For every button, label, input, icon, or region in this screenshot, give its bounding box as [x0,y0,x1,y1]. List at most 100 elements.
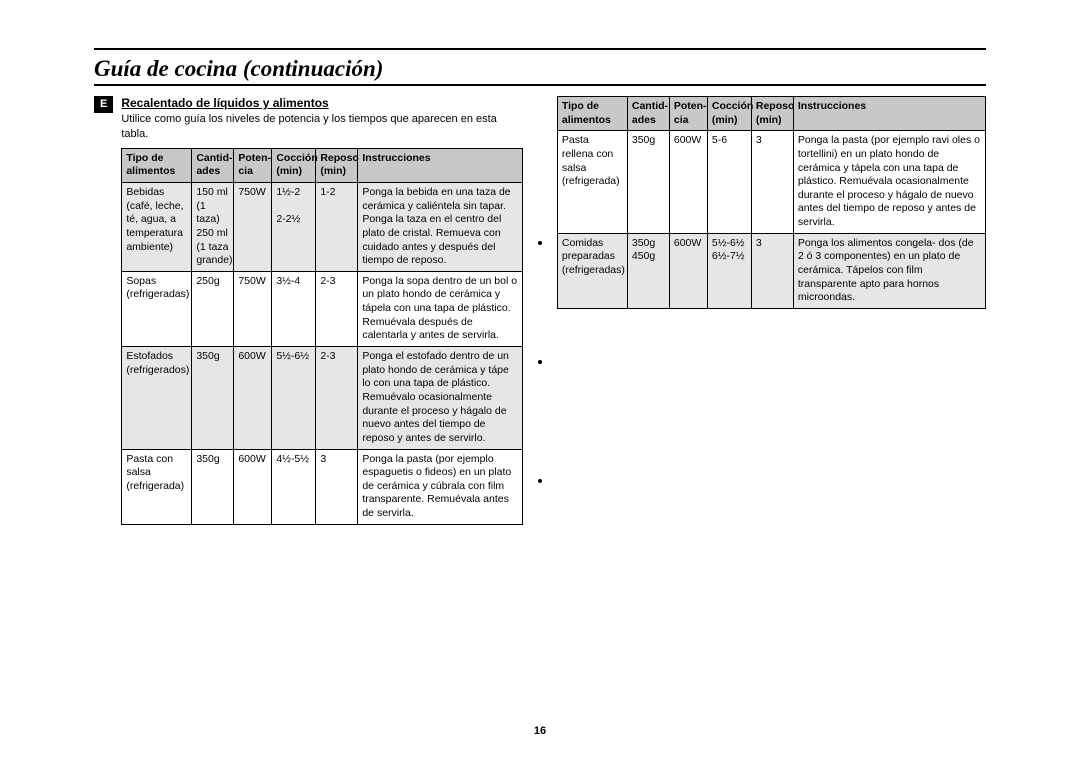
table-head: Tipo dealimentos Cantid-ades Poten-cia C… [122,148,523,182]
cell-text: 1½-2 2-2½ [276,186,300,225]
cell-inst: Ponga la pasta (por ejemplo espaguetis o… [358,449,523,524]
th-reposo: Reposo (min) [751,97,793,131]
cell-coc: 5-6 [707,131,751,233]
th-text: cia [238,165,253,177]
th-text: Cantid- [196,152,232,164]
th-text: Tipo de [126,152,163,164]
cell-coc: 4½-5½ [272,449,316,524]
th-text: Cantid- [632,100,668,112]
cell-rep: 2-3 [316,347,358,449]
th-coccion: Cocción(min) [272,148,316,182]
reheat-table-right: Tipo de alimentos Cantid-ades Poten-cia C… [557,96,986,309]
table-row: Pasta rellena con salsa (refrigerada) 35… [557,131,985,233]
cell-coc: 5½-6½ [272,347,316,449]
title-wrap: Guía de cocina (continuación) [94,56,986,86]
cell-cant: 350g 450g [627,233,669,308]
th-reposo: Reposo(min) [316,148,358,182]
table-head: Tipo de alimentos Cantid-ades Poten-cia C… [557,97,985,131]
cell-pot: 600W [669,233,707,308]
cell-coc: 5½-6½ 6½-7½ [707,233,751,308]
gutter-dots [535,96,545,525]
dot-icon [538,479,542,483]
cell-cant: 350g [627,131,669,233]
table-row: Sopas (refrigeradas) 250g 750W 3½-4 2-3 … [122,271,523,346]
th-text: Instrucciones [362,152,430,164]
th-text: Reposo [756,100,795,112]
th-text: Cocción [712,100,753,112]
cell-tipo: Pasta con salsa (refrigerada) [122,449,192,524]
th-potencia: Poten-cia [234,148,272,182]
th-instrucciones: Instrucciones [358,148,523,182]
two-column-layout: E Recalentado de líquidos y alimentos Ut… [94,96,986,525]
cell-pot: 600W [669,131,707,233]
cell-coc: 3½-4 [272,271,316,346]
cell-cant: 350g [192,347,234,449]
table-row: Estofados (refrigerados) 350g 600W 5½-6½… [122,347,523,449]
cell-rep: 3 [316,449,358,524]
th-text: Reposo [320,152,359,164]
cell-cant: 350g [192,449,234,524]
page-title: Guía de cocina (continuación) [94,56,383,81]
cell-tipo: Pasta rellena con salsa (refrigerada) [557,131,627,233]
cell-pot: 750W [234,182,272,271]
th-potencia: Poten-cia [669,97,707,131]
th-coccion: Cocción (min) [707,97,751,131]
cell-rep: 2-3 [316,271,358,346]
table-row: Comidas preparadas (refrigeradas) 350g 4… [557,233,985,308]
table-row: Bebidas (café, leche, té, agua, a temper… [122,182,523,271]
th-cantidades: Cantid-ades [627,97,669,131]
cell-cant: 150 ml (1 taza) 250 ml (1 taza grande) [192,182,234,271]
cell-inst: Ponga la pasta (por ejemplo ravi oles o … [793,131,985,233]
th-text: Cocción [276,152,317,164]
th-text: (min) [276,165,302,177]
table-body-right: Pasta rellena con salsa (refrigerada) 35… [557,131,985,309]
cell-tipo: Sopas (refrigeradas) [122,271,192,346]
th-text: ades [632,114,656,126]
th-tipo: Tipo dealimentos [122,148,192,182]
cell-pot: 600W [234,347,272,449]
column-right: Tipo de alimentos Cantid-ades Poten-cia C… [557,96,986,525]
th-cantidades: Cantid-ades [192,148,234,182]
th-text: alimentos [126,165,175,177]
cell-inst: Ponga la bebida en una taza de cerámica … [358,182,523,271]
cell-text: Ponga el estofado dentro de un plato hon… [362,350,509,444]
cell-tipo: Estofados (refrigerados) [122,347,192,449]
section-description: Utilice como guía los niveles de potenci… [121,112,523,142]
th-text: Tipo de [562,100,599,112]
section-row: E Recalentado de líquidos y alimentos Ut… [94,96,523,525]
cell-tipo: Bebidas (café, leche, té, agua, a temper… [122,182,192,271]
th-text: (min) [320,165,346,177]
th-tipo: Tipo de alimentos [557,97,627,131]
dot-icon [538,241,542,245]
th-text: cia [674,114,689,126]
section-heading: Recalentado de líquidos y alimentos [121,96,523,110]
cell-inst: Ponga los alimentos congela- dos (de 2 ó… [793,233,985,308]
cell-pot: 600W [234,449,272,524]
top-rule [94,48,986,50]
dot-icon [538,360,542,364]
cell-inst: Ponga la sopa dentro de un bol o un plat… [358,271,523,346]
table-row: Pasta con salsa (refrigerada) 350g 600W … [122,449,523,524]
cell-pot: 750W [234,271,272,346]
th-text: Poten- [238,152,271,164]
language-badge: E [94,96,113,113]
th-instrucciones: Instrucciones [793,97,985,131]
table-body-left: Bebidas (café, leche, té, agua, a temper… [122,182,523,524]
page: Guía de cocina (continuación) E Recalent… [0,0,1080,763]
th-text: ades [196,165,220,177]
th-text: alimentos [562,114,611,126]
cell-inst: Ponga el estofado dentro de un plato hon… [358,347,523,449]
th-text: (min) [756,114,782,126]
cell-tipo: Comidas preparadas (refrigeradas) [557,233,627,308]
th-text: Instrucciones [798,100,866,112]
cell-cant: 250g [192,271,234,346]
cell-coc: 1½-2 2-2½ [272,182,316,271]
column-left: E Recalentado de líquidos y alimentos Ut… [94,96,523,525]
cell-rep: 1-2 [316,182,358,271]
reheat-table-left: Tipo dealimentos Cantid-ades Poten-cia C… [121,148,523,525]
cell-rep: 3 [751,233,793,308]
section-body: Recalentado de líquidos y alimentos Util… [121,96,523,525]
cell-rep: 3 [751,131,793,233]
th-text: (min) [712,114,738,126]
th-text: Poten- [674,100,707,112]
